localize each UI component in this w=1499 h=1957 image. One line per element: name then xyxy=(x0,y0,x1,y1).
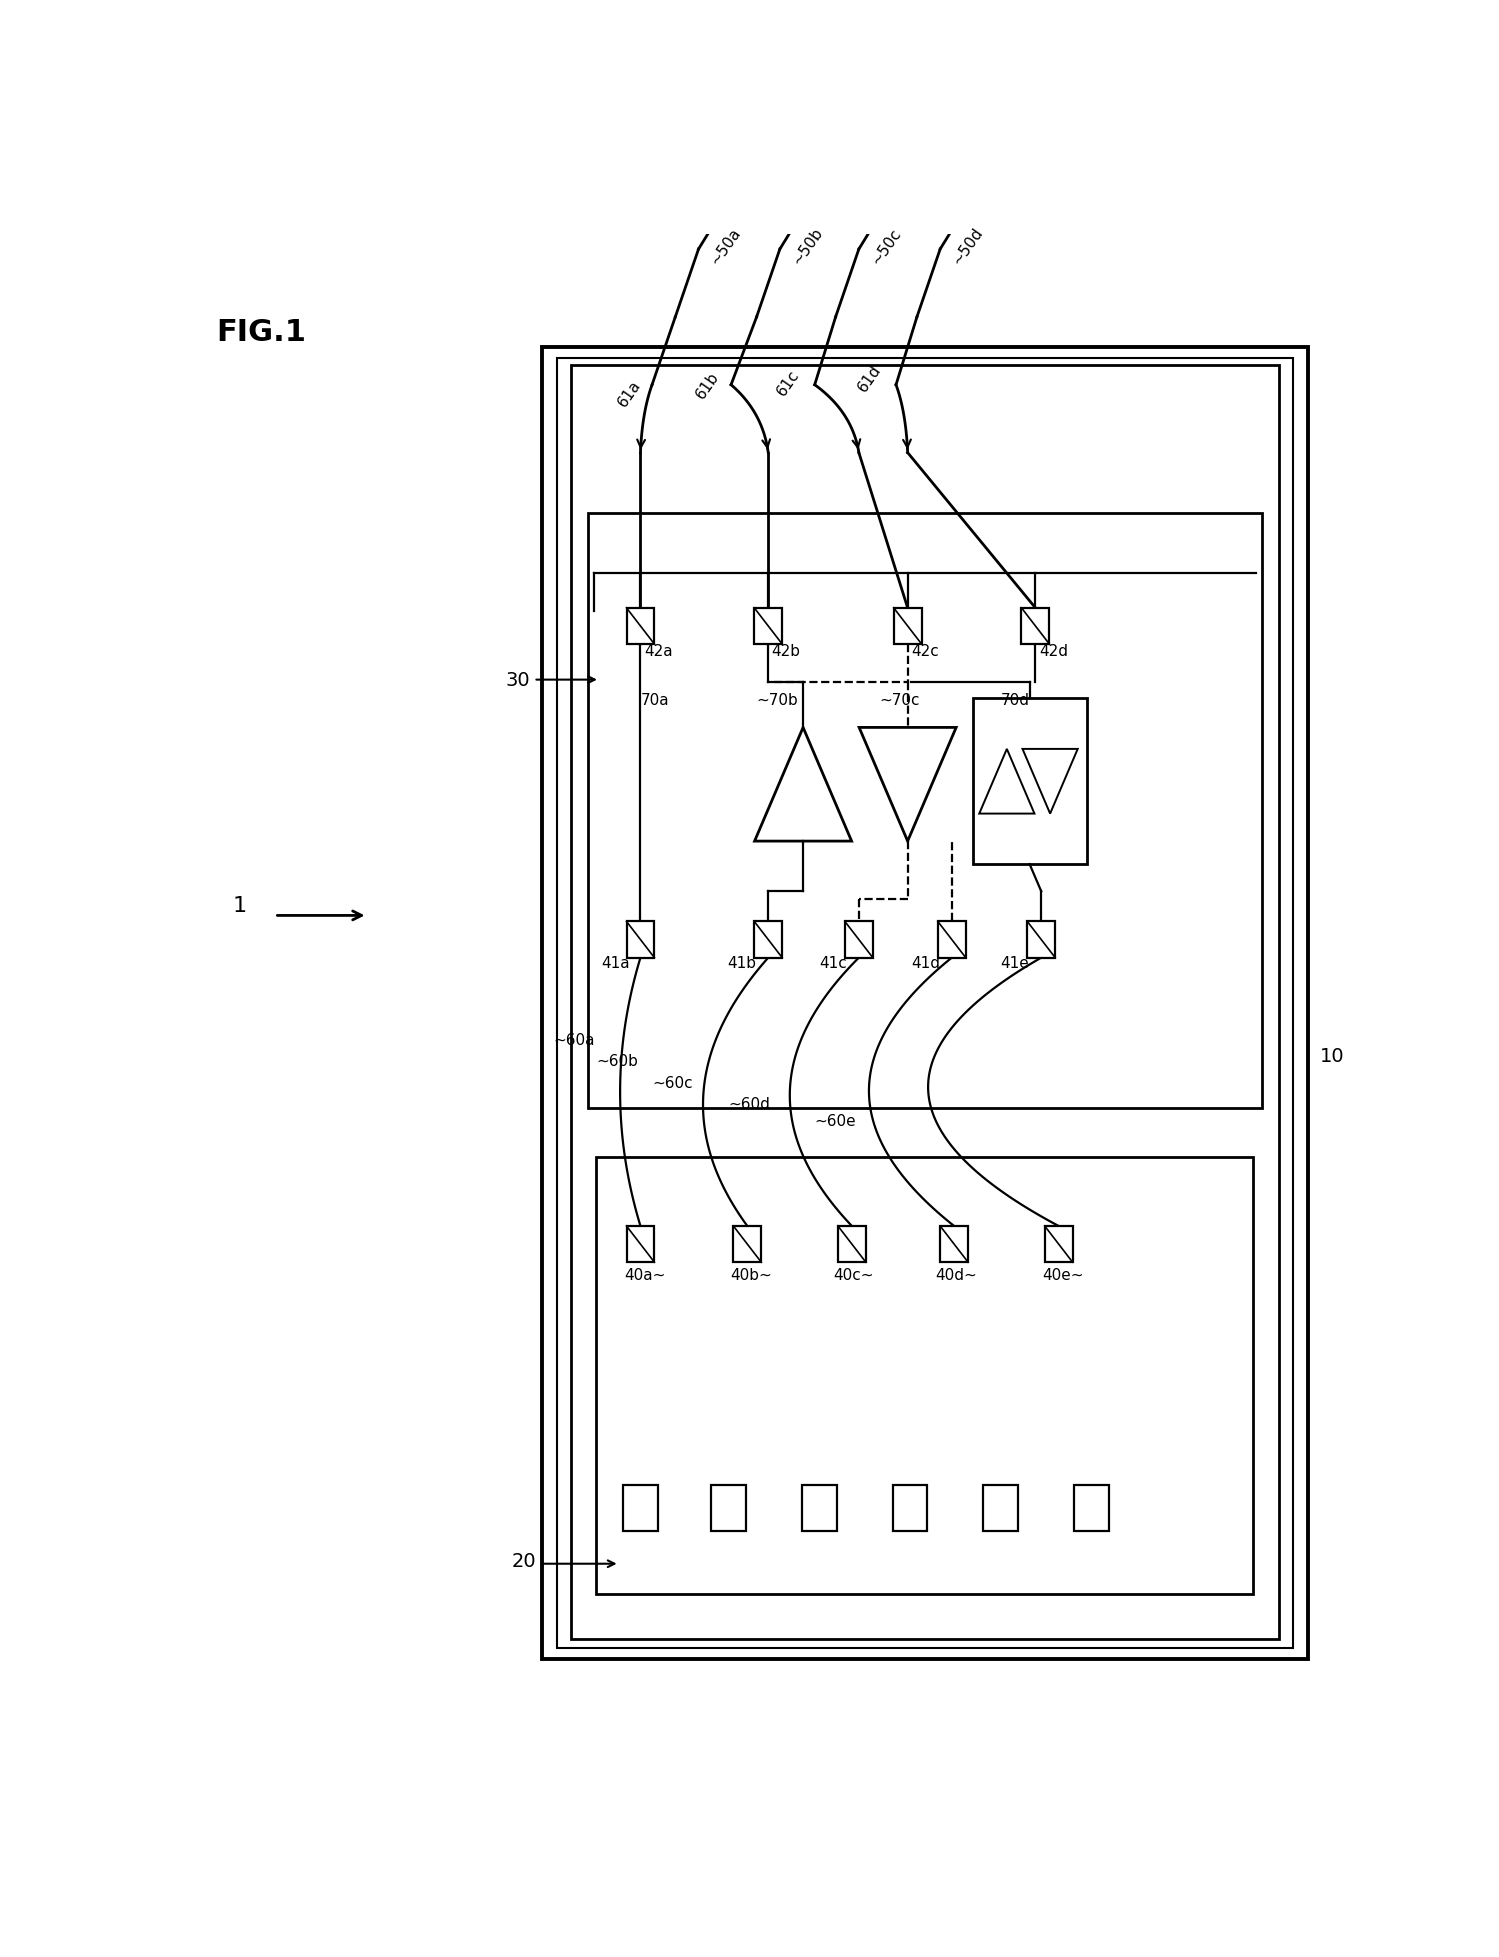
Text: 61b: 61b xyxy=(693,370,721,401)
Bar xyxy=(892,1485,928,1530)
Text: 40a~: 40a~ xyxy=(624,1266,666,1282)
Bar xyxy=(588,513,1262,1110)
Bar xyxy=(1045,1227,1073,1262)
Text: 42c: 42c xyxy=(911,644,938,658)
Bar xyxy=(983,1485,1018,1530)
Text: 42b: 42b xyxy=(772,644,800,658)
Bar xyxy=(845,922,872,959)
Text: 41e: 41e xyxy=(1001,955,1030,971)
Text: 20: 20 xyxy=(511,1552,537,1570)
Bar xyxy=(754,922,782,959)
Bar xyxy=(712,1485,747,1530)
Text: 41d: 41d xyxy=(911,955,940,971)
Bar xyxy=(624,1485,658,1530)
Bar xyxy=(627,1227,655,1262)
Text: 41a: 41a xyxy=(601,955,630,971)
Text: ~50d: ~50d xyxy=(949,225,986,268)
Text: 42a: 42a xyxy=(645,644,673,658)
Text: 41c: 41c xyxy=(820,955,847,971)
Text: 10: 10 xyxy=(1321,1047,1345,1065)
Bar xyxy=(733,1227,761,1262)
Bar xyxy=(556,358,1294,1648)
Bar xyxy=(597,1157,1253,1595)
Text: 1: 1 xyxy=(232,896,247,916)
Text: ~60c: ~60c xyxy=(652,1076,693,1090)
Bar xyxy=(627,922,655,959)
Text: 70d: 70d xyxy=(1001,693,1030,708)
Bar xyxy=(571,366,1279,1640)
Text: 61c: 61c xyxy=(773,366,802,397)
Text: 41b: 41b xyxy=(727,955,757,971)
Bar xyxy=(938,922,965,959)
Bar xyxy=(973,699,1087,865)
Bar xyxy=(1027,922,1055,959)
Text: FIG.1: FIG.1 xyxy=(216,319,306,346)
Text: 40e~: 40e~ xyxy=(1042,1266,1084,1282)
Text: ~70c: ~70c xyxy=(880,693,920,708)
Text: ~70b: ~70b xyxy=(757,693,799,708)
Text: 61a: 61a xyxy=(615,378,643,409)
Text: ~60a: ~60a xyxy=(553,1031,595,1047)
Bar xyxy=(754,609,782,644)
Bar xyxy=(940,1227,968,1262)
Text: ~50c: ~50c xyxy=(868,227,904,268)
Bar xyxy=(893,609,922,644)
Text: 40b~: 40b~ xyxy=(730,1266,772,1282)
Text: 40c~: 40c~ xyxy=(833,1266,874,1282)
Bar xyxy=(838,1227,866,1262)
Bar xyxy=(1073,1485,1109,1530)
Text: ~50b: ~50b xyxy=(788,225,826,268)
Text: ~60e: ~60e xyxy=(815,1114,856,1129)
Text: 30: 30 xyxy=(505,671,531,689)
Bar xyxy=(802,1485,836,1530)
Text: 61d: 61d xyxy=(856,362,884,393)
Bar xyxy=(1021,609,1049,644)
Bar xyxy=(541,348,1309,1660)
Text: 40d~: 40d~ xyxy=(935,1266,977,1282)
Bar xyxy=(627,609,655,644)
Text: 70a: 70a xyxy=(640,693,669,708)
Text: ~50a: ~50a xyxy=(708,225,744,268)
Text: ~60b: ~60b xyxy=(597,1053,639,1069)
Text: 42d: 42d xyxy=(1039,644,1067,658)
Text: ~60d: ~60d xyxy=(729,1096,770,1112)
